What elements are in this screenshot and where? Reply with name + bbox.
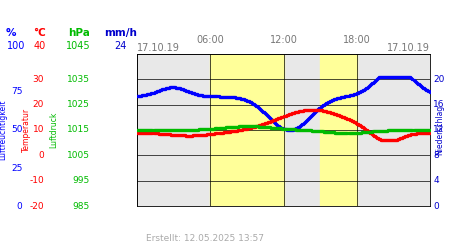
Text: 1015: 1015 — [67, 126, 90, 134]
Text: 1035: 1035 — [67, 75, 90, 84]
Text: 0: 0 — [38, 151, 44, 160]
Text: 1025: 1025 — [67, 100, 90, 109]
Text: 0: 0 — [17, 202, 22, 211]
Text: 1045: 1045 — [67, 41, 91, 51]
Bar — [211, 54, 284, 206]
Bar — [320, 54, 356, 206]
Text: 18:00: 18:00 — [343, 35, 370, 45]
Text: 20: 20 — [433, 75, 445, 84]
Text: °C: °C — [33, 28, 46, 38]
Text: 100: 100 — [7, 41, 25, 51]
Text: 25: 25 — [11, 164, 22, 172]
Text: 17.10.19: 17.10.19 — [387, 43, 430, 53]
Text: 20: 20 — [33, 100, 44, 109]
Text: -10: -10 — [29, 176, 44, 185]
Text: 24: 24 — [114, 41, 126, 51]
Text: 06:00: 06:00 — [197, 35, 224, 45]
Text: 10: 10 — [32, 126, 44, 134]
Text: 0: 0 — [433, 202, 439, 211]
Text: 8: 8 — [433, 151, 439, 160]
Text: 16: 16 — [433, 100, 445, 109]
Text: 12:00: 12:00 — [270, 35, 297, 45]
Text: 12: 12 — [433, 126, 445, 134]
Text: hPa: hPa — [68, 28, 90, 38]
Text: Erstellt: 12.05.2025 13:57: Erstellt: 12.05.2025 13:57 — [146, 234, 264, 243]
Text: 4: 4 — [433, 176, 439, 185]
Text: 995: 995 — [73, 176, 90, 185]
Text: mm/h: mm/h — [104, 28, 137, 38]
Text: 985: 985 — [73, 202, 90, 211]
Text: 1005: 1005 — [67, 151, 90, 160]
Text: 17.10.19: 17.10.19 — [137, 43, 180, 53]
Text: 30: 30 — [32, 75, 44, 84]
Text: 50: 50 — [11, 126, 22, 134]
Text: Temperatur: Temperatur — [22, 108, 31, 152]
Text: 75: 75 — [11, 87, 22, 96]
Text: %: % — [6, 28, 17, 38]
Text: Luftdruck: Luftdruck — [50, 112, 58, 148]
Text: Luftfeuchtigkeit: Luftfeuchtigkeit — [0, 100, 8, 160]
Text: Niederschlag: Niederschlag — [436, 105, 445, 155]
Text: -20: -20 — [30, 202, 44, 211]
Text: 40: 40 — [33, 41, 46, 51]
